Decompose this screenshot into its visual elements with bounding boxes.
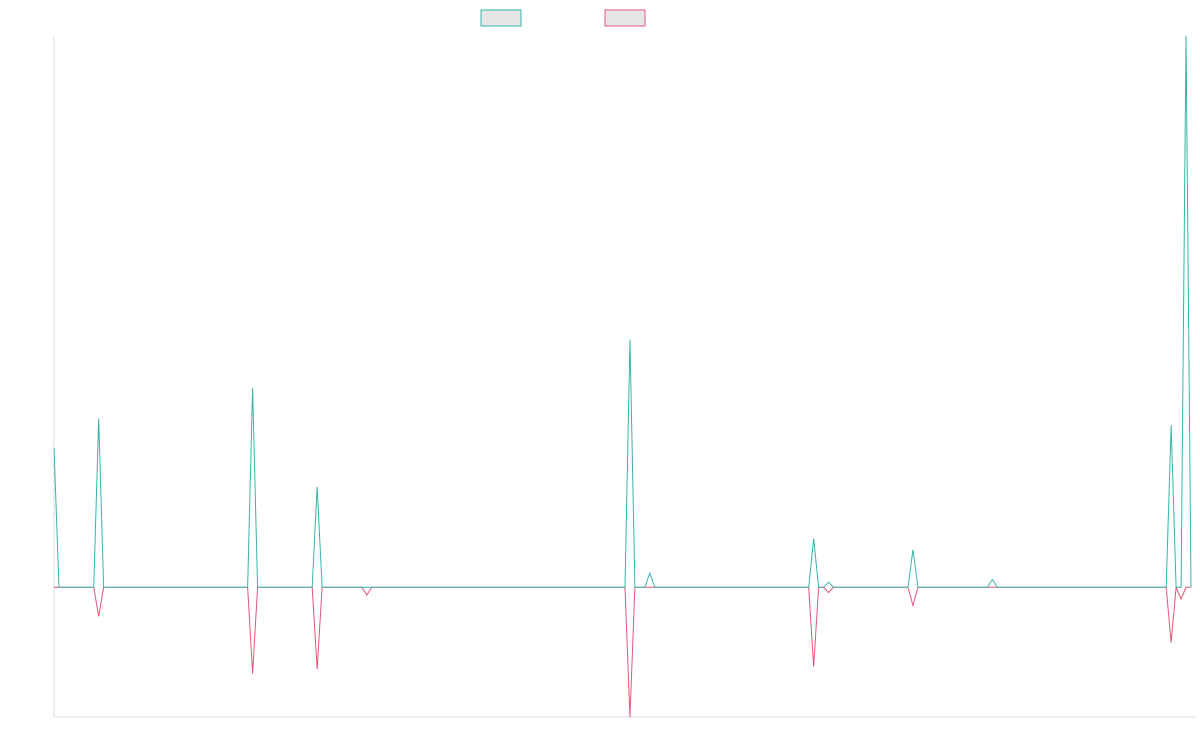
axes: [53, 36, 1196, 718]
plot-area: [53, 35, 1192, 718]
legend-swatch-series-1[interactable]: [480, 9, 522, 27]
series-line-2: [54, 586, 1191, 718]
series-line-1: [53, 35, 1192, 588]
legend: [480, 9, 646, 27]
legend-swatch-series-2[interactable]: [604, 9, 646, 27]
